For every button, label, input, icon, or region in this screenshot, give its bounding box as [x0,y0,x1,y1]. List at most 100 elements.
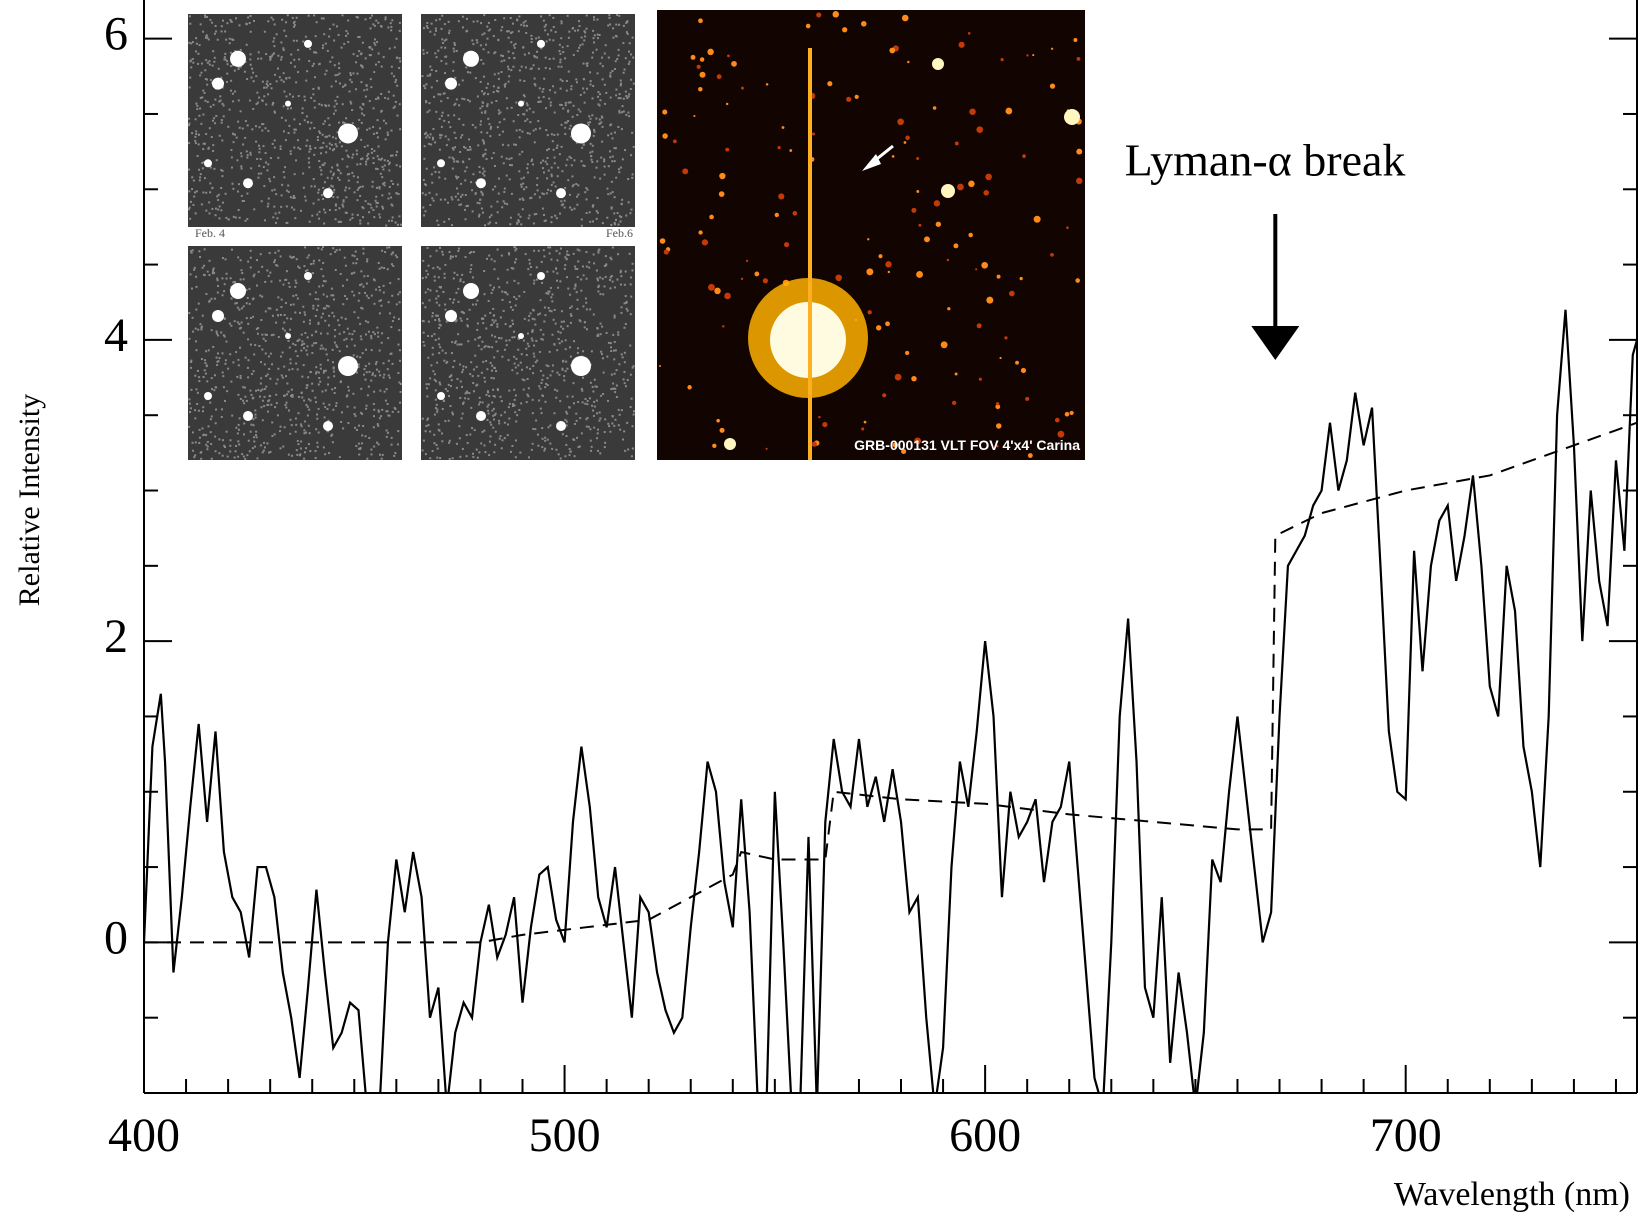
noise [508,418,510,420]
noise [363,374,365,376]
noise [524,120,526,122]
noise [535,340,537,342]
noise [233,141,235,143]
noise [428,424,430,426]
noise [224,363,226,365]
noise [276,402,278,404]
noise [614,316,616,318]
noise [448,420,450,422]
noise [250,77,252,79]
noise [444,92,446,94]
noise [287,14,289,16]
noise [549,443,551,445]
noise [441,28,443,30]
noise [505,340,507,342]
noise [265,340,267,342]
noise [258,51,260,53]
noise [434,379,436,381]
noise [487,419,489,421]
noise [223,445,225,447]
noise [426,168,428,170]
noise [230,381,232,383]
noise [454,77,456,79]
noise [514,47,516,49]
noise [531,337,533,339]
noise [338,62,340,64]
noise [398,344,400,346]
noise [500,29,502,31]
noise [525,348,527,350]
noise [490,128,492,130]
noise [561,321,563,323]
noise [458,204,460,206]
noise [260,158,262,160]
noise [188,42,190,44]
noise [631,177,633,179]
noise [398,318,400,320]
noise [433,96,435,98]
noise [449,298,451,300]
noise [439,382,441,384]
noise [624,69,626,71]
noise [354,345,356,347]
noise [577,276,579,278]
noise [552,140,554,142]
noise [191,188,193,190]
noise [188,426,190,428]
noise [489,312,491,314]
noise [334,342,336,344]
noise [381,342,383,344]
noise [352,122,354,124]
noise [495,100,497,102]
noise [534,56,536,58]
noise [597,96,599,98]
noise [238,99,240,101]
star [693,115,695,117]
noise [209,260,211,262]
noise [328,324,330,326]
noise [349,90,351,92]
noise [268,368,270,370]
noise [480,44,482,46]
star [698,87,703,92]
noise [271,435,273,437]
noise [425,83,427,85]
noise [328,452,330,454]
star [662,110,667,115]
noise [589,211,591,213]
noise [375,64,377,66]
noise [297,71,299,73]
noise [307,345,309,347]
noise [210,418,212,420]
noise [239,347,241,349]
noise [384,159,386,161]
noise [360,447,362,449]
noise [477,322,479,324]
noise [427,111,429,113]
noise [422,192,424,194]
noise [435,407,437,409]
noise [260,253,262,255]
noise [211,22,213,24]
noise [200,452,202,454]
noise [467,205,469,207]
star [996,423,1001,428]
noise [612,70,614,72]
noise [513,356,515,358]
noise [238,309,240,311]
noise [585,302,587,304]
noise [328,305,330,307]
noise [478,214,480,216]
noise [568,31,570,33]
noise [441,126,443,128]
noise [566,80,568,82]
noise [298,339,300,341]
noise [621,306,623,308]
noise [285,406,287,408]
noise [444,23,446,25]
noise [283,395,285,397]
noise [556,349,558,351]
noise [191,288,193,290]
noise [600,395,602,397]
noise [336,402,338,404]
